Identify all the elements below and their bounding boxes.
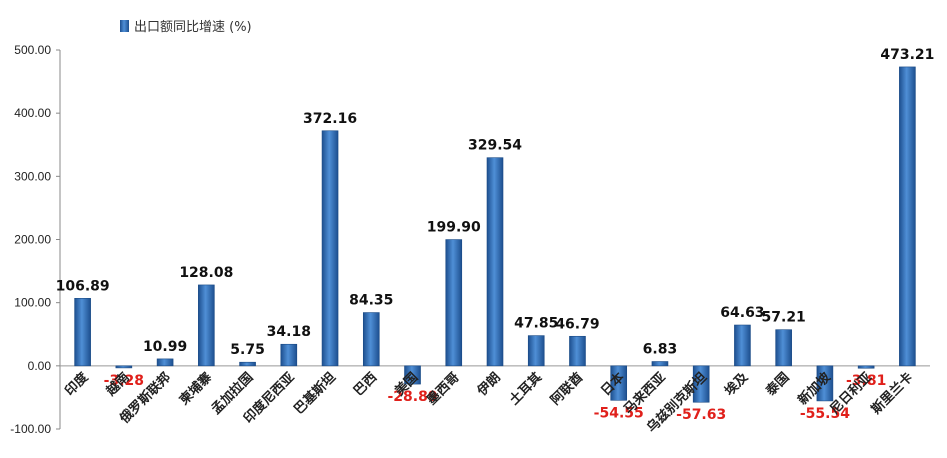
bar [239, 361, 256, 367]
bar [899, 66, 916, 367]
bar [816, 365, 834, 402]
bar [198, 284, 215, 367]
value-label: 10.99 [143, 339, 187, 355]
bar [734, 324, 751, 367]
bar [280, 343, 298, 367]
value-label: 64.63 [720, 305, 764, 321]
y-tick-label: 300.00 [14, 169, 51, 183]
value-label: -55.54 [800, 406, 850, 422]
bar [692, 365, 710, 403]
value-label: 128.08 [179, 265, 233, 281]
category-label: 埃及 [722, 369, 752, 399]
bar [569, 335, 586, 367]
value-label: -54.55 [594, 405, 644, 421]
y-tick-label: 400.00 [14, 106, 51, 120]
value-label: 199.90 [427, 220, 481, 236]
category-label: 巴西 [351, 370, 380, 399]
legend-swatch [120, 20, 129, 32]
value-label: 34.18 [267, 324, 311, 340]
value-label: -57.63 [676, 407, 726, 423]
category-label: 柬埔寨 [176, 369, 215, 408]
bar [404, 365, 421, 385]
y-tick-label: 100.00 [14, 296, 51, 310]
bar [486, 157, 504, 367]
category-label: 伊朗 [473, 369, 503, 399]
value-label: 329.54 [468, 138, 522, 154]
value-label: 46.79 [555, 316, 599, 332]
category-label: 印度 [62, 369, 92, 399]
value-label: -3.28 [104, 373, 144, 389]
y-tick-label: -100.00 [10, 422, 51, 436]
category-label: 土耳其 [506, 369, 545, 408]
category-label: 泰国 [762, 369, 792, 399]
legend-label: 出口额同比增速 (%) [134, 20, 252, 35]
value-label: 47.85 [514, 316, 558, 332]
bar [115, 365, 133, 369]
y-tick-label: 200.00 [14, 233, 51, 247]
value-label: 57.21 [762, 310, 806, 326]
value-label: 106.89 [56, 278, 110, 294]
y-axis: 500.00 400.00 300.00 200.00 100.00 0.00 -100.0… [10, 43, 930, 436]
bars [74, 66, 916, 403]
bar [527, 335, 545, 367]
category-label: 巴基斯坦 [291, 369, 339, 417]
bar [857, 365, 875, 369]
value-label: 372.16 [303, 111, 357, 127]
bar [321, 130, 339, 367]
category-label: 阿联酋 [547, 369, 586, 408]
value-label: -28.89 [387, 389, 437, 405]
bar [74, 298, 91, 367]
bar [651, 361, 669, 367]
bar [775, 329, 792, 367]
y-tick-label: 500.00 [14, 43, 51, 57]
bar [445, 239, 463, 367]
legend: 出口额同比增速 (%) [120, 20, 252, 35]
y-tick-label: 0.00 [28, 359, 52, 373]
value-label: 84.35 [349, 293, 393, 309]
bar [362, 312, 380, 367]
value-label: 6.83 [643, 342, 678, 358]
bar [610, 365, 628, 401]
value-label: 473.21 [880, 47, 934, 63]
value-label: -3.81 [846, 373, 886, 389]
value-label: 5.75 [230, 342, 265, 358]
bar [156, 358, 174, 367]
